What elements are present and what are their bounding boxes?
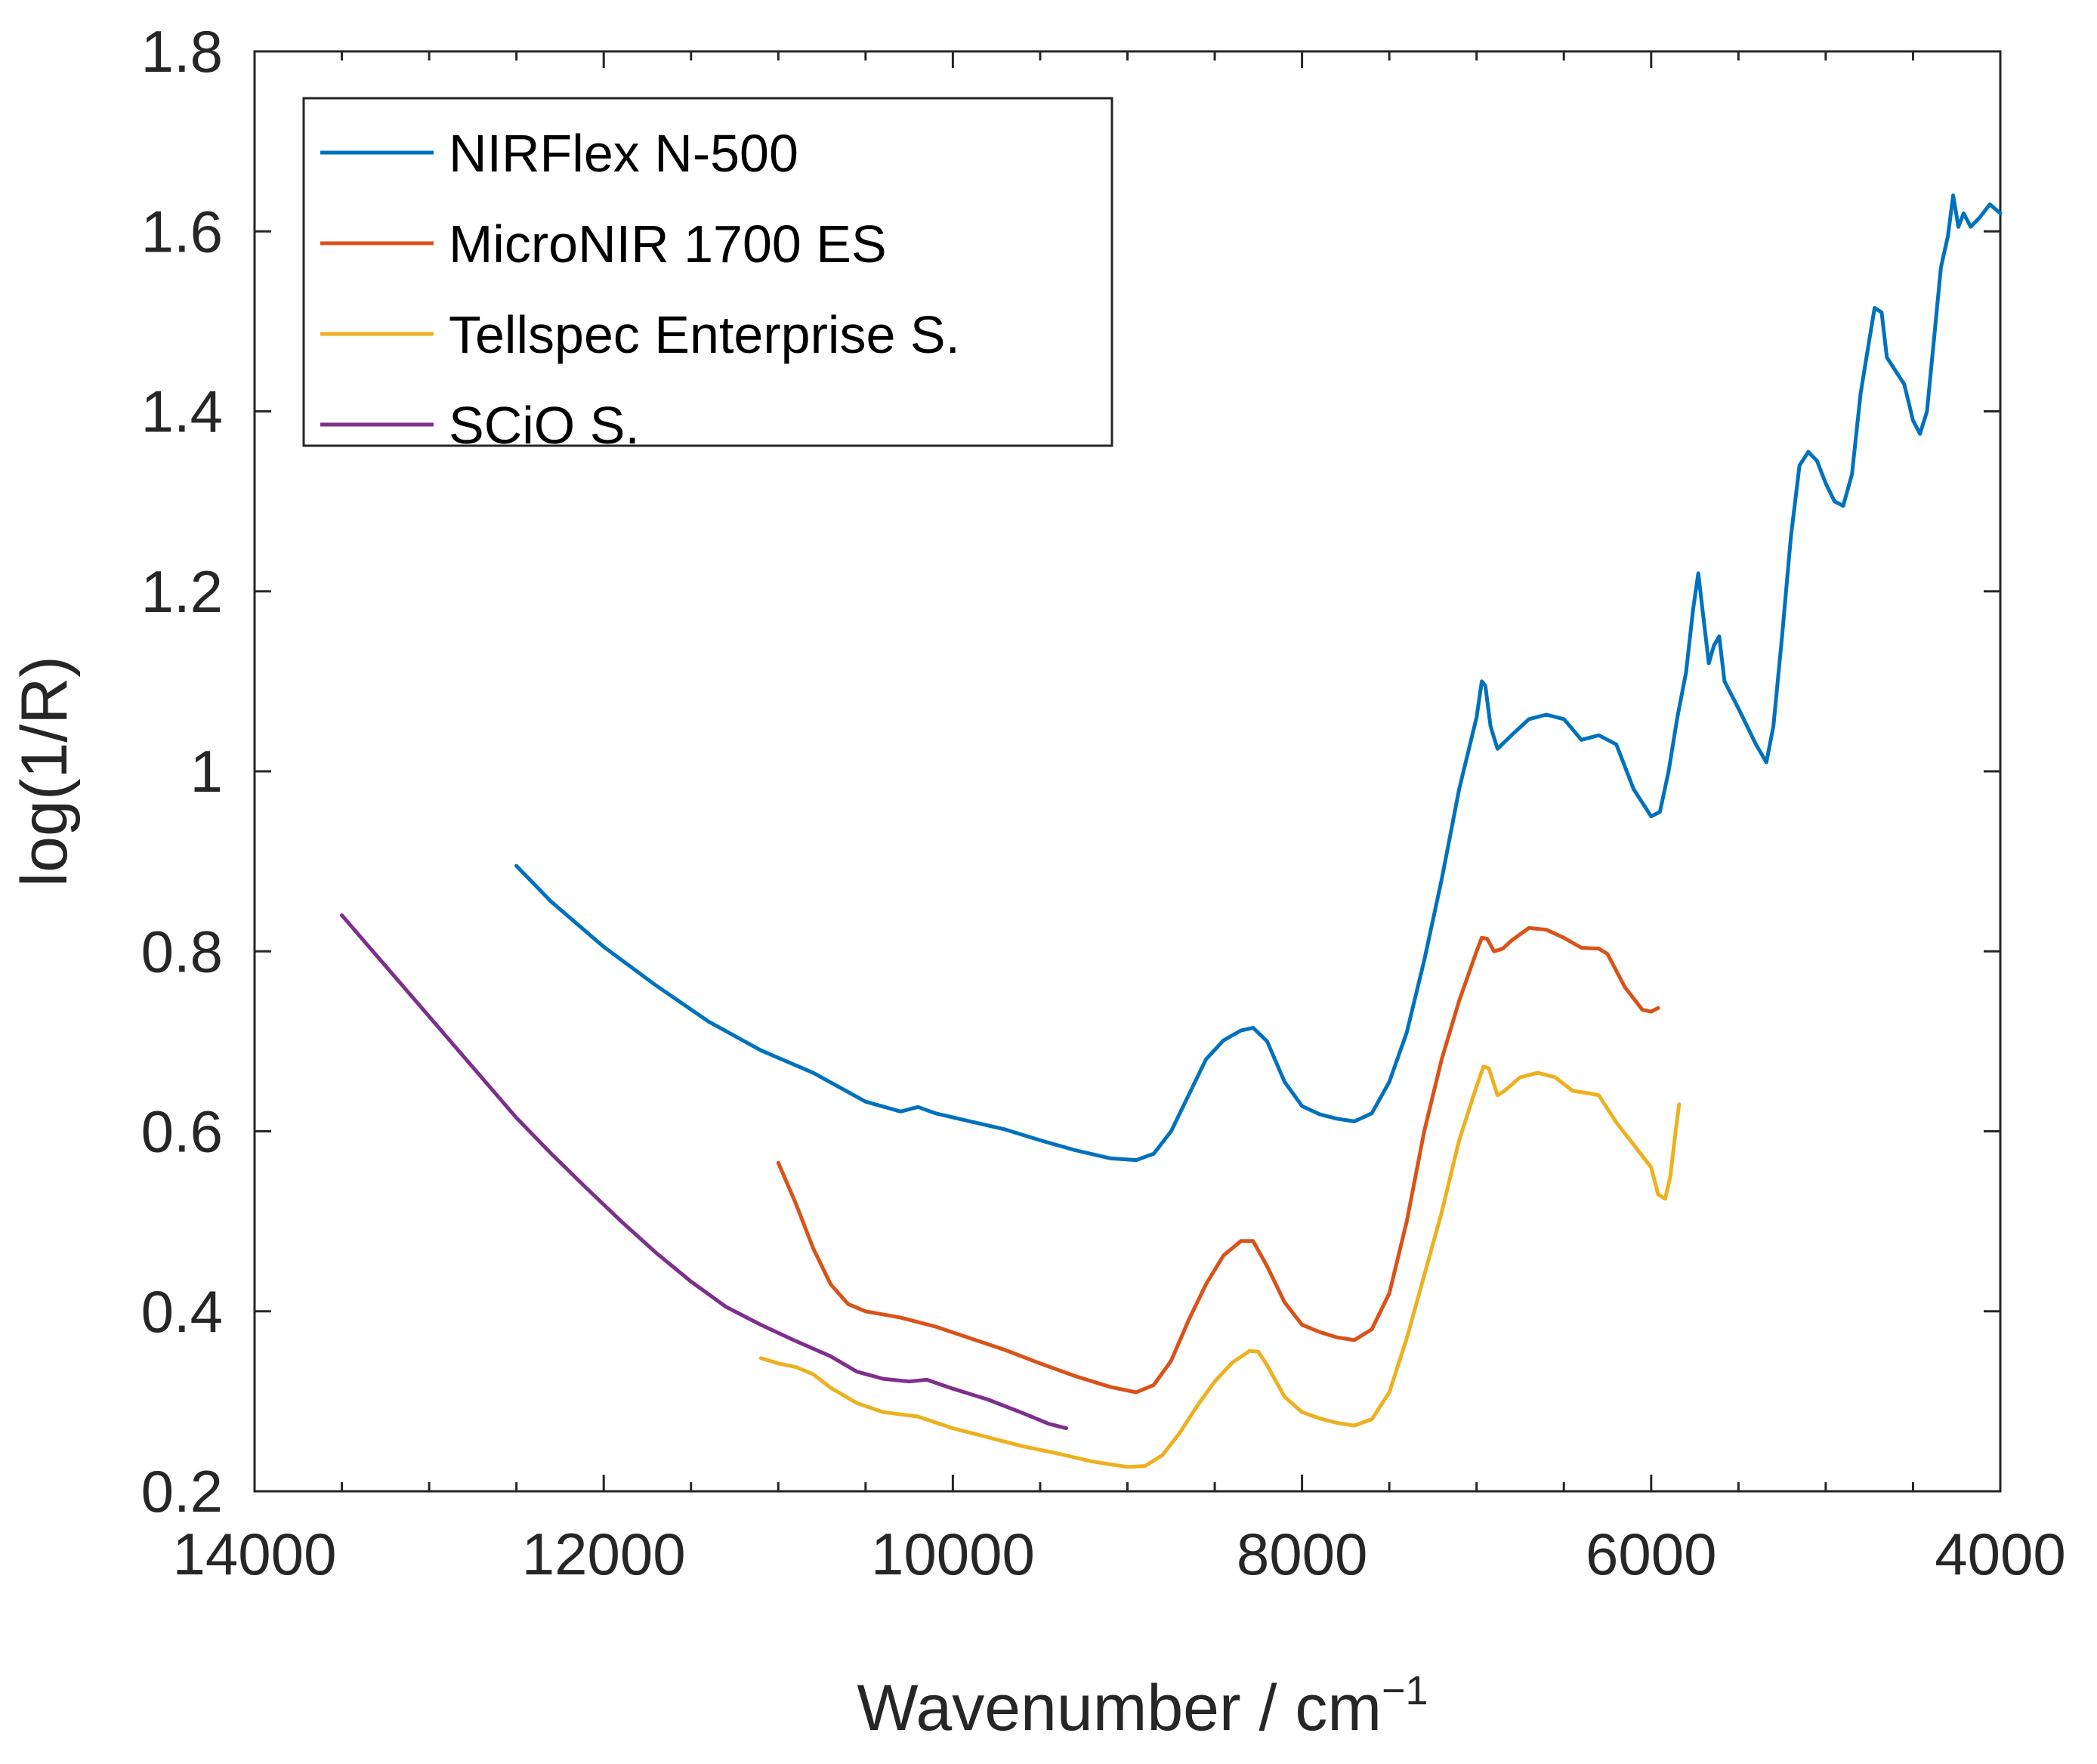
x-axis-title-text: Wavenumber / cm: [857, 1672, 1382, 1744]
series-layer: [340, 193, 2003, 1469]
x-tick-label: 8000: [1237, 1521, 1368, 1587]
y-axis-title: log(1/R): [8, 656, 81, 887]
x-tick-label: 14000: [173, 1521, 337, 1587]
y-tick-label: 1.6: [141, 198, 223, 264]
x-tick-label: 12000: [522, 1521, 686, 1587]
y-tick-label: 1: [190, 738, 223, 805]
y-tick-label: 1.8: [141, 18, 223, 85]
legend-label-nirflex-n-500: NIRFlex N-500: [449, 124, 798, 183]
legend-box: [302, 97, 1113, 447]
legend-label-scio-s: SCiO S.: [449, 396, 640, 455]
x-tick-label: 10000: [871, 1521, 1035, 1587]
y-tick-label: 0.6: [141, 1098, 223, 1165]
x-axis-title-superscript: −1: [1382, 1668, 1428, 1713]
y-tick-label: 1.2: [141, 558, 223, 625]
legend-label-tellspec-enterprise-s: Tellspec Enterprise S.: [449, 305, 960, 364]
y-tick-label: 0.4: [141, 1278, 223, 1345]
x-tick-label: 6000: [1586, 1521, 1717, 1587]
legend: NIRFlex N-500 MicroNIR 1700 ES Tellspec En…: [302, 97, 1113, 455]
y-tick-label: 0.2: [141, 1458, 223, 1525]
x-tick-label: 4000: [1935, 1521, 2066, 1587]
x-axis-title: Wavenumber / cm−1: [857, 1668, 1428, 1744]
series-line-nirflex-n-500: [514, 193, 2003, 1163]
y-tick-label: 0.8: [141, 918, 223, 984]
axis-ticks: 14000 12000 10000 8000 6000 4000 0.2 0.4 0.6 0.8 1…: [141, 18, 2066, 1587]
legend-label-micronir-1700-es: MicroNIR 1700 ES: [449, 215, 887, 273]
y-tick-label: 1.4: [141, 378, 223, 445]
series-line-scio-s: [340, 913, 1069, 1431]
series-line-tellspec-enterprise-s: [758, 1064, 1682, 1469]
series-line-micronir-1700-es: [776, 925, 1660, 1395]
